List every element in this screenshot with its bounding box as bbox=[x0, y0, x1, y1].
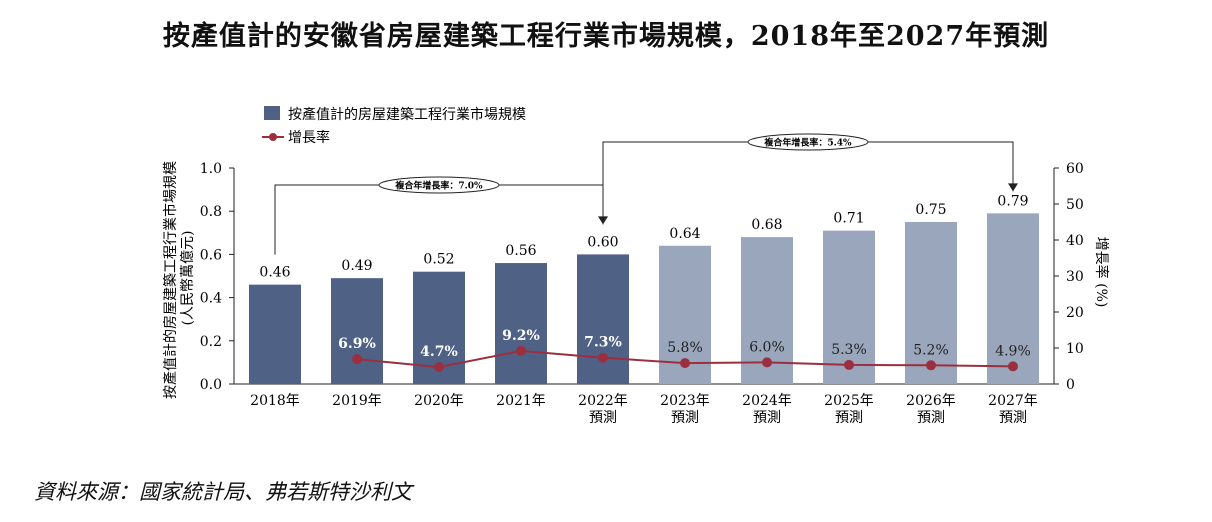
left-axis-tick-label: 0.4 bbox=[200, 291, 222, 307]
growth-value-label: 4.7% bbox=[420, 344, 458, 360]
bar-series bbox=[249, 213, 1039, 384]
bar-value-label: 0.52 bbox=[423, 252, 454, 268]
x-axis-tick-label: 2020年 bbox=[414, 393, 464, 409]
bar bbox=[823, 230, 875, 384]
right-axis-tick-label: 10 bbox=[1066, 341, 1084, 357]
x-axis-tick-label: 2018年 bbox=[250, 393, 300, 409]
right-axis-tick-label: 0 bbox=[1066, 377, 1075, 393]
x-axis-tick-label: 2026年 bbox=[906, 393, 956, 409]
growth-point bbox=[434, 362, 444, 373]
cagr-label: 複合年增長率：5.4% bbox=[763, 137, 852, 149]
x-axis-tick-label: 2023年 bbox=[660, 393, 710, 409]
cagr-label-pill bbox=[378, 176, 500, 194]
growth-point bbox=[680, 358, 690, 369]
x-axis-tick-label: 2027年 bbox=[988, 393, 1038, 409]
bar-value-label: 0.46 bbox=[259, 265, 290, 281]
bar bbox=[577, 254, 629, 384]
legend-line-marker bbox=[269, 133, 277, 141]
x-axis-tick-sublabel: 預測 bbox=[671, 410, 699, 426]
bar-value-label: 0.56 bbox=[505, 243, 536, 259]
growth-point bbox=[926, 360, 936, 371]
cagr-arrowhead bbox=[598, 216, 608, 225]
bar-value-label: 0.68 bbox=[751, 217, 782, 233]
growth-value-label: 4.9% bbox=[995, 343, 1031, 359]
x-axis-tick-label: 2019年 bbox=[332, 393, 382, 409]
growth-point bbox=[352, 354, 362, 365]
legend-bar-swatch bbox=[264, 106, 280, 120]
right-axis-tick-label: 50 bbox=[1066, 197, 1084, 213]
left-axis-tick-label: 0.8 bbox=[200, 204, 222, 220]
x-axis-tick-label: 2022年 bbox=[578, 393, 628, 409]
right-axis-tick-label: 60 bbox=[1066, 161, 1084, 177]
bar-value-label: 0.60 bbox=[587, 234, 618, 250]
left-axis-tick-label: 0.2 bbox=[200, 334, 222, 350]
legend-line-label: 增長率 bbox=[288, 129, 330, 146]
left-axis-tick-label: 0.6 bbox=[200, 247, 222, 263]
bar bbox=[249, 284, 301, 384]
growth-point bbox=[516, 345, 526, 356]
right-axis-tick-label: 40 bbox=[1066, 233, 1084, 249]
cagr-annotations: 複合年增長率：7.0% 複合年增長率：5.4% bbox=[274, 133, 1018, 255]
bar bbox=[987, 213, 1039, 384]
cagr-arrowhead bbox=[1008, 183, 1018, 192]
x-axis-tick-sublabel: 預測 bbox=[835, 410, 863, 426]
chart-title: 按產值計的安徽省房屋建築工程行業市場規模，2018年至2027年預測 bbox=[162, 21, 1050, 52]
bar-value-label: 0.49 bbox=[341, 258, 372, 274]
growth-value-label: 5.2% bbox=[913, 342, 949, 358]
x-axis-tick-label: 2021年 bbox=[496, 393, 546, 409]
x-axis-tick-sublabel: 預測 bbox=[589, 410, 617, 426]
cagr-connector bbox=[602, 141, 1014, 217]
left-axis-unit: (人民幣萬億元) bbox=[180, 231, 196, 326]
cagr-label: 複合年增長率：7.0% bbox=[394, 180, 483, 192]
growth-value-label: 5.3% bbox=[831, 342, 867, 358]
bar bbox=[495, 263, 547, 384]
growth-point bbox=[598, 352, 608, 363]
source-note: 資料來源：國家統計局、弗若斯特沙利文 bbox=[34, 480, 412, 504]
x-axis-tick-sublabel: 預測 bbox=[917, 410, 945, 426]
growth-point bbox=[762, 357, 772, 368]
bar-value-label: 0.64 bbox=[669, 226, 700, 242]
axes: 0.0 0.2 0.4 0.6 0.8 1.0 0 10 20 30 40 50 60 按產值計的房屋建築… bbox=[162, 161, 1110, 426]
bar-value-label: 0.79 bbox=[997, 193, 1028, 209]
growth-value-label: 6.9% bbox=[338, 336, 376, 352]
growth-value-label: 7.3% bbox=[584, 335, 622, 351]
bar-value-label: 0.71 bbox=[833, 211, 864, 227]
cagr-connector bbox=[274, 184, 604, 255]
left-axis-title: 按產值計的房屋建築工程行業市場規模 bbox=[162, 161, 179, 399]
cagr-label-pill bbox=[747, 133, 869, 151]
legend-bar-label: 按產值計的房屋建築工程行業市場規模 bbox=[288, 106, 526, 123]
bar-value-label: 0.75 bbox=[915, 202, 946, 218]
bar bbox=[905, 222, 957, 384]
x-axis-tick-label: 2024年 bbox=[742, 393, 792, 409]
right-axis-tick-label: 20 bbox=[1066, 305, 1084, 321]
right-axis-tick-label: 30 bbox=[1066, 269, 1084, 285]
growth-point bbox=[844, 359, 854, 370]
growth-point bbox=[1008, 361, 1018, 372]
left-axis-tick-label: 0.0 bbox=[200, 377, 222, 393]
x-axis-tick-label: 2025年 bbox=[824, 393, 874, 409]
x-axis-tick-sublabel: 預測 bbox=[753, 410, 781, 426]
bar-labels: 0.46 0.49 0.52 0.56 0.60 0.64 0.68 0.71 0.75 0.79 bbox=[259, 193, 1028, 280]
left-axis-tick-label: 1.0 bbox=[200, 161, 222, 177]
growth-value-label: 9.2% bbox=[502, 328, 540, 344]
growth-value-label: 5.8% bbox=[667, 340, 703, 356]
growth-line-series: 6.9% 4.7% 9.2% 7.3% 5.8% 6.0% 5.3% 5.2% 4.9% bbox=[338, 328, 1031, 373]
right-axis-title: 增長率 (%) bbox=[1093, 237, 1110, 308]
x-axis-tick-sublabel: 預測 bbox=[999, 410, 1027, 426]
growth-value-label: 6.0% bbox=[749, 339, 785, 355]
bar bbox=[331, 278, 383, 384]
